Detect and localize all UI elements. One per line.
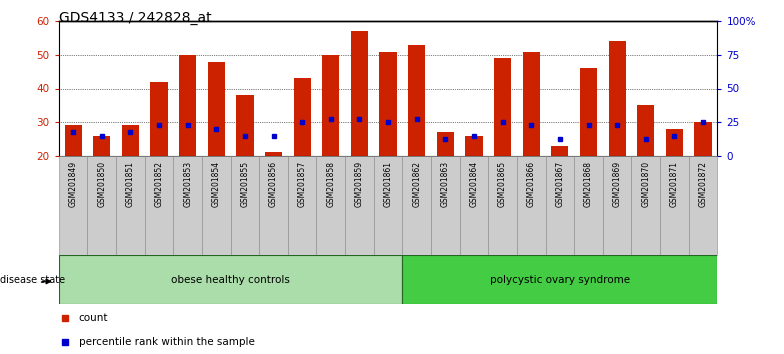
Bar bbox=[230, 156, 260, 255]
Bar bbox=[202, 156, 230, 255]
Text: GSM201858: GSM201858 bbox=[326, 161, 336, 207]
Bar bbox=[517, 156, 546, 255]
Bar bbox=[322, 55, 339, 156]
Text: GSM201869: GSM201869 bbox=[612, 161, 622, 207]
Text: GDS4133 / 242828_at: GDS4133 / 242828_at bbox=[59, 11, 212, 25]
Bar bbox=[293, 79, 310, 156]
Bar bbox=[122, 126, 139, 156]
Bar bbox=[660, 156, 688, 255]
Text: GSM201857: GSM201857 bbox=[298, 161, 307, 207]
Bar bbox=[173, 156, 202, 255]
Text: GSM201865: GSM201865 bbox=[498, 161, 507, 207]
Bar bbox=[431, 156, 459, 255]
Bar bbox=[546, 156, 574, 255]
Bar bbox=[288, 156, 317, 255]
Bar bbox=[580, 68, 597, 156]
Bar bbox=[408, 45, 425, 156]
Text: count: count bbox=[78, 313, 108, 323]
Bar bbox=[488, 156, 517, 255]
Bar bbox=[402, 255, 717, 304]
Text: GSM201856: GSM201856 bbox=[269, 161, 278, 207]
Text: GSM201855: GSM201855 bbox=[241, 161, 249, 207]
Bar bbox=[637, 105, 655, 156]
Text: GSM201851: GSM201851 bbox=[126, 161, 135, 207]
Bar bbox=[688, 156, 717, 255]
Bar bbox=[151, 82, 168, 156]
Bar bbox=[494, 58, 511, 156]
Text: GSM201854: GSM201854 bbox=[212, 161, 221, 207]
Text: GSM201849: GSM201849 bbox=[69, 161, 78, 207]
Bar bbox=[574, 156, 603, 255]
Bar bbox=[260, 156, 288, 255]
Bar bbox=[345, 156, 374, 255]
Bar bbox=[523, 51, 540, 156]
Text: GSM201850: GSM201850 bbox=[97, 161, 107, 207]
Bar bbox=[265, 152, 282, 156]
Bar bbox=[459, 156, 488, 255]
Bar bbox=[93, 136, 111, 156]
Bar bbox=[351, 32, 368, 156]
Text: polycystic ovary syndrome: polycystic ovary syndrome bbox=[490, 275, 630, 285]
Bar bbox=[437, 132, 454, 156]
Bar bbox=[59, 156, 88, 255]
Bar bbox=[631, 156, 660, 255]
Text: obese healthy controls: obese healthy controls bbox=[171, 275, 290, 285]
Bar bbox=[379, 51, 397, 156]
Text: GSM201859: GSM201859 bbox=[355, 161, 364, 207]
Bar bbox=[608, 41, 626, 156]
Text: GSM201862: GSM201862 bbox=[412, 161, 421, 207]
Bar bbox=[179, 55, 196, 156]
Text: GSM201871: GSM201871 bbox=[670, 161, 679, 207]
Bar bbox=[64, 126, 82, 156]
Bar bbox=[59, 255, 402, 304]
Text: GSM201863: GSM201863 bbox=[441, 161, 450, 207]
Bar bbox=[374, 156, 402, 255]
Text: GSM201864: GSM201864 bbox=[470, 161, 478, 207]
Text: GSM201867: GSM201867 bbox=[555, 161, 564, 207]
Bar bbox=[666, 129, 683, 156]
Bar bbox=[695, 122, 712, 156]
Bar bbox=[603, 156, 631, 255]
Text: GSM201872: GSM201872 bbox=[699, 161, 707, 207]
Text: percentile rank within the sample: percentile rank within the sample bbox=[78, 337, 255, 347]
Bar bbox=[145, 156, 173, 255]
Text: GSM201868: GSM201868 bbox=[584, 161, 593, 207]
Text: GSM201866: GSM201866 bbox=[527, 161, 535, 207]
Bar bbox=[402, 156, 431, 255]
Bar bbox=[236, 95, 253, 156]
Text: GSM201870: GSM201870 bbox=[641, 161, 650, 207]
Text: GSM201853: GSM201853 bbox=[183, 161, 192, 207]
Bar bbox=[551, 146, 568, 156]
Text: GSM201861: GSM201861 bbox=[383, 161, 393, 207]
Text: disease state: disease state bbox=[0, 275, 65, 285]
Text: GSM201852: GSM201852 bbox=[154, 161, 164, 207]
Bar bbox=[317, 156, 345, 255]
Bar bbox=[208, 62, 225, 156]
Bar bbox=[116, 156, 145, 255]
Bar bbox=[466, 136, 483, 156]
Bar bbox=[88, 156, 116, 255]
